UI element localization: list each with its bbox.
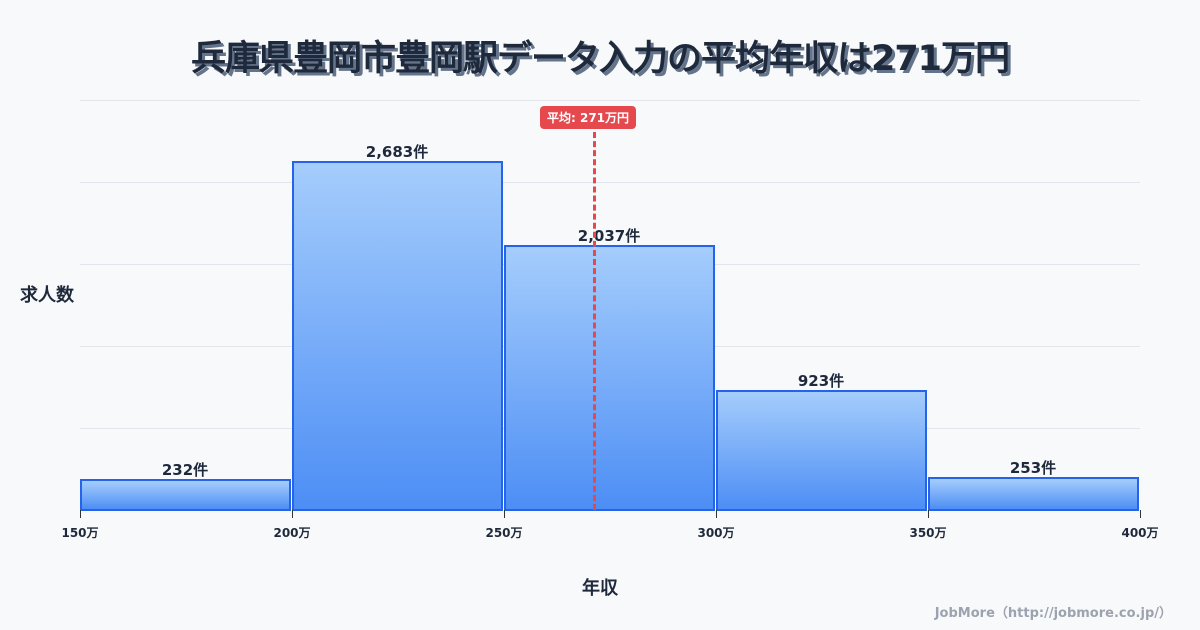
- x-tick: [1140, 510, 1141, 518]
- x-tick-label: 250万: [485, 526, 523, 540]
- histogram-bar: [292, 161, 503, 511]
- histogram-bar: [716, 390, 927, 511]
- bar-value-label: 2,037件: [577, 227, 641, 245]
- gridline: [80, 182, 1140, 183]
- x-tick-label: 350万: [909, 526, 947, 540]
- chart-title: 兵庫県豊岡市豊岡駅データ入力の平均年収は271万円: [190, 39, 1010, 79]
- histogram-bar: [80, 479, 291, 511]
- bar-value-label: 232件: [161, 461, 209, 479]
- bar-value-label: 253件: [1009, 459, 1057, 477]
- x-tick: [716, 510, 717, 518]
- x-tick-label: 150万: [61, 526, 99, 540]
- bar-value-label: 2,683件: [365, 143, 429, 161]
- x-tick: [80, 510, 81, 518]
- x-tick-label: 200万: [273, 526, 311, 540]
- x-tick-label: 400万: [1121, 526, 1159, 540]
- gridline: [80, 100, 1140, 101]
- mean-badge: 平均: 271万円: [540, 106, 637, 129]
- x-tick-label: 300万: [697, 526, 735, 540]
- x-tick: [292, 510, 293, 518]
- x-axis-label: 年収: [582, 578, 618, 599]
- source-credit: JobMore（http://jobmore.co.jp/）: [934, 606, 1172, 621]
- histogram-bar: [504, 245, 715, 511]
- histogram-bar: [928, 477, 1139, 511]
- x-tick: [928, 510, 929, 518]
- y-axis-label: 求人数: [20, 285, 74, 306]
- bar-value-label: 923件: [797, 372, 845, 390]
- mean-line: [593, 132, 596, 510]
- x-tick: [504, 510, 505, 518]
